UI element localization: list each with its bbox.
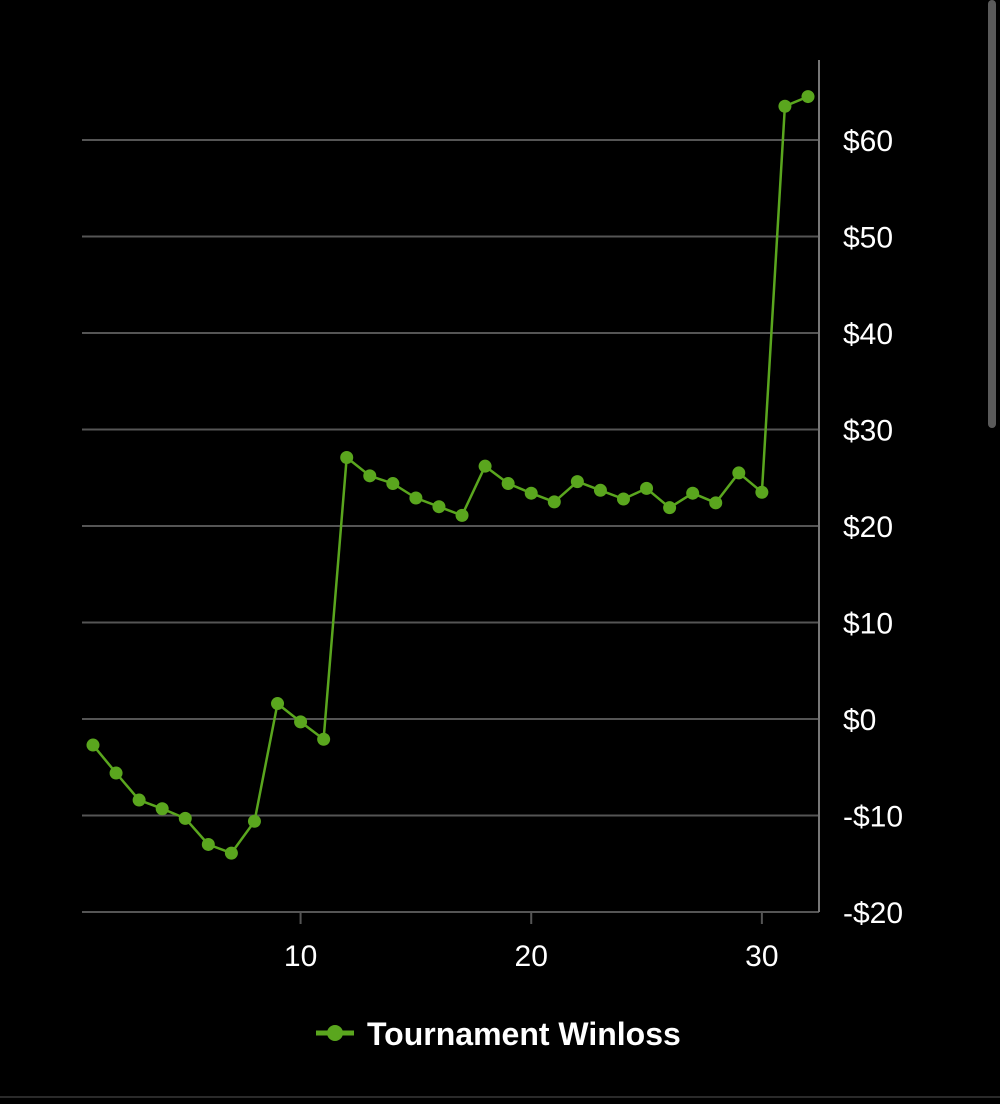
data-point[interactable]	[686, 486, 700, 500]
data-point[interactable]	[801, 90, 815, 104]
data-point[interactable]	[455, 508, 469, 522]
data-point[interactable]	[247, 814, 261, 828]
data-point[interactable]	[524, 486, 538, 500]
data-point[interactable]	[132, 793, 146, 807]
y-tick-label: $10	[843, 608, 893, 641]
data-point[interactable]	[709, 496, 723, 510]
data-point[interactable]	[294, 715, 308, 729]
data-point[interactable]	[732, 466, 746, 480]
x-tick-label: 20	[515, 940, 548, 973]
legend[interactable]: Tournament Winloss	[316, 1016, 681, 1052]
y-tick-label: $60	[843, 125, 893, 158]
data-point[interactable]	[178, 811, 192, 825]
legend-label: Tournament Winloss	[367, 1016, 681, 1052]
data-point[interactable]	[593, 483, 607, 497]
scrollbar[interactable]	[988, 0, 996, 428]
y-tick-label: $20	[843, 511, 893, 544]
data-point[interactable]	[778, 99, 792, 113]
y-tick-label: $0	[843, 704, 876, 737]
data-point[interactable]	[317, 732, 331, 746]
data-point[interactable]	[155, 802, 169, 816]
x-tick-label: 10	[284, 940, 317, 973]
series-line	[92, 95, 809, 855]
data-point[interactable]	[224, 846, 238, 860]
data-point[interactable]	[640, 481, 654, 495]
series-layer	[86, 90, 815, 860]
data-point[interactable]	[663, 501, 677, 515]
x-tick-label: 30	[745, 940, 778, 973]
data-point[interactable]	[363, 469, 377, 483]
data-point[interactable]	[432, 500, 446, 514]
data-point[interactable]	[201, 837, 215, 851]
y-tick-label: $30	[843, 415, 893, 448]
data-point[interactable]	[478, 459, 492, 473]
axis-layer: -$20 -$10 $0 $10 $20 $30 $40 $50 $60 10 20 30	[284, 60, 903, 973]
data-point[interactable]	[616, 492, 630, 506]
data-point[interactable]	[570, 475, 584, 489]
divider	[0, 1096, 1000, 1098]
data-point[interactable]	[409, 491, 423, 505]
data-point[interactable]	[340, 450, 354, 464]
data-point[interactable]	[547, 495, 561, 509]
grid-layer	[82, 139, 819, 913]
data-point[interactable]	[501, 477, 515, 491]
y-tick-label: $50	[843, 222, 893, 255]
y-tick-label: $40	[843, 318, 893, 351]
legend-marker	[327, 1025, 343, 1041]
data-point[interactable]	[109, 766, 123, 780]
data-point[interactable]	[755, 485, 769, 499]
y-tick-label: -$20	[843, 897, 903, 930]
y-tick-label: -$10	[843, 801, 903, 834]
data-point[interactable]	[86, 738, 100, 752]
data-point[interactable]	[386, 477, 400, 491]
data-point[interactable]	[271, 697, 285, 711]
